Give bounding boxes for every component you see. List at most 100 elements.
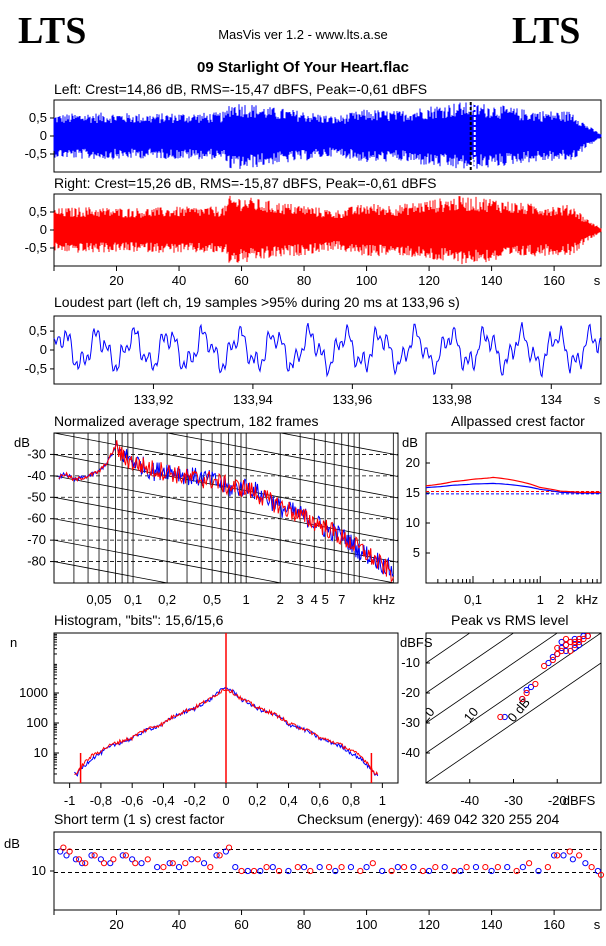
loudest-xtick-label: 134 [540,392,562,407]
crest-point-left [119,852,126,859]
spectrum-xtick-label: 1 [243,592,250,607]
crest-point-left [72,856,79,863]
crest-point-right [419,867,426,875]
crest-point-right [250,867,258,875]
crest-point-left [551,852,558,859]
histogram-ylabel: n [10,635,17,650]
peakrms-point-right [567,647,574,655]
crest-point-left [200,860,208,867]
right-wave-ytick-label: -0,5 [25,240,47,255]
crest-point-right [400,864,408,871]
crest-title: Short term (1 s) crest factor [54,811,225,827]
crest-xtick-label: 20 [109,917,123,932]
crest-ytick-label: 10 [32,863,46,878]
crest-point-right [369,860,376,867]
crest-point-right [325,864,333,871]
peakrms-point-right [571,638,578,646]
crest-point-left [285,867,292,875]
spectrum-xtick-label: 5 [322,592,329,607]
histogram-xtick-label: 0,8 [342,793,360,808]
spectrum-series-right [58,440,394,583]
spectrum-ytick-label: -30 [27,446,46,461]
right-wave-xtick-label: 140 [481,273,503,288]
spectrum-slope [54,326,398,391]
peakrms-ytick-label: -20 [401,685,420,700]
peakrms-point-right [567,638,574,646]
crest-point-left [504,864,511,871]
crest-point-left [519,864,526,871]
peakrms-xunit: dBFS [563,793,596,808]
crest-point-left [232,864,239,871]
app-version: MasVis ver 1.2 - www.lts.a.se [218,27,388,42]
loudest-xtick-label: 133,92 [134,392,174,407]
peakrms-xtick-label: -30 [504,793,523,808]
crest-point-right [432,864,439,871]
allpass-ylabel: dB [402,435,418,450]
spectrum-xtick-label: 3 [297,592,304,607]
right-wave-xtick-label: 20 [109,273,123,288]
crest-point-right [216,852,223,859]
crest-point-right [597,871,605,879]
crest-point-right [60,844,67,851]
histogram-ytick-label: 1000 [19,685,48,700]
allpass-series-right [425,476,601,493]
peakrms-point-left [558,644,565,652]
loudest-ytick-label: -0,5 [25,361,47,376]
peakrms-point-right [562,641,570,649]
crest-point-left [269,864,276,871]
crest-point-left [79,860,86,867]
peakrms-point-right [580,635,587,643]
peakrms-point-right [571,641,578,649]
spectrum-xtick-label: 0,5 [203,592,221,607]
crest-point-left [457,867,464,875]
right-wave-xtick-label: 120 [418,273,440,288]
crest-point-left [441,864,448,871]
peakrms-xtick-label: -40 [460,793,479,808]
peakrms-ytick-label: -30 [401,715,420,730]
left-wave-signal [53,102,602,169]
crest-point-right [75,856,83,863]
crest-point-left [300,864,308,871]
crest-point-right [294,864,301,871]
crest-point-left [569,856,576,863]
crest-point-left [594,867,601,875]
crest-point-right [194,856,201,863]
loudest-xtick-label: 133,96 [332,392,372,407]
loudest-xunit: s [594,392,601,407]
crest-point-right [66,848,73,855]
histogram-title: Histogram, "bits": 15,6/15,6 [54,612,224,628]
crest-point-left [57,848,64,855]
peakrms-point-right [523,689,530,697]
right-wave-ytick-label: 0,5 [29,204,47,219]
spectrum-xtick-label: 4 [311,592,318,607]
crest-xunit: s [594,917,601,932]
crest-point-right [225,844,233,851]
peakrms-crest-label: 30 [373,704,394,725]
crest-point-right [144,856,151,863]
crest-point-right [182,860,189,867]
crest-point-left [472,864,480,871]
crest-point-right [576,852,583,859]
crest-point-left [63,852,70,859]
spectrum-slope [54,496,398,563]
crest-point-left [363,864,370,871]
crest-point-right [544,864,551,871]
peakrms-point-left [571,635,578,643]
peakrms-xtick-label: -20 [548,793,567,808]
peakrms-point-right [584,633,591,640]
crest-xtick-label: 140 [481,917,503,932]
allpass-xtick-label: 2 [557,592,564,607]
spectrum-title: Normalized average spectrum, 182 frames [54,413,319,429]
left-wave-ytick-label: -0,5 [25,146,47,161]
crest-xtick-label: 60 [234,917,248,932]
peakrms-crest-label: 20 [417,704,438,725]
spectrum-xtick-label: 0,1 [124,592,142,607]
crest-point-left [88,852,95,859]
crest-point-right [132,860,139,867]
spectrum-slope [165,433,398,477]
crest-point-left [107,860,114,867]
spectrum-ylabel: dB [14,435,30,450]
histogram-xtick-label: 0,4 [280,793,298,808]
spectrum-xtick-label: 0,2 [158,592,176,607]
